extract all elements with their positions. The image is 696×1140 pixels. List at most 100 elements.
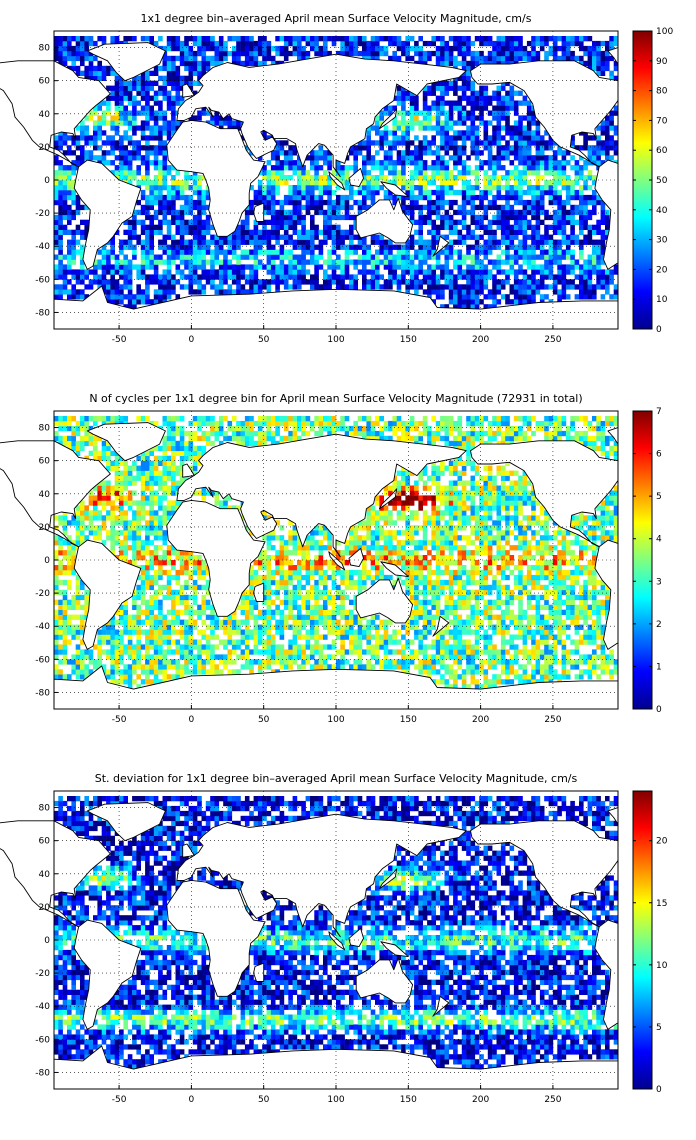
heatmap-cell xyxy=(579,289,584,295)
heatmap-cell xyxy=(383,135,389,141)
heatmap-cell xyxy=(544,180,549,186)
heatmap-cell xyxy=(97,105,102,111)
heatmap-cell xyxy=(366,259,371,265)
heatmap-cell xyxy=(466,85,471,91)
heatmap-cell xyxy=(292,194,298,201)
heatmap-cell xyxy=(453,229,458,235)
heatmap-cell xyxy=(171,65,176,72)
heatmap-cell xyxy=(427,239,432,245)
heatmap-cell xyxy=(466,189,471,196)
heatmap-cell xyxy=(405,125,410,131)
heatmap-cell xyxy=(140,594,146,601)
heatmap-cell xyxy=(492,95,497,101)
heatmap-cell xyxy=(145,649,150,655)
heatmap-cell xyxy=(132,540,137,546)
heatmap-cell xyxy=(175,80,181,86)
heatmap-cell xyxy=(297,45,302,52)
heatmap-cell xyxy=(435,254,441,260)
heatmap-cell xyxy=(127,644,133,650)
heatmap-cell xyxy=(184,639,189,645)
heatmap-cell xyxy=(80,510,85,516)
colorbar-tick-label: 90 xyxy=(656,57,668,67)
heatmap-cell xyxy=(179,40,185,47)
heatmap-cell xyxy=(97,629,102,635)
heatmap-cell xyxy=(444,125,450,131)
heatmap-cell xyxy=(101,495,107,501)
heatmap-cell xyxy=(314,274,319,280)
heatmap-cell xyxy=(88,530,94,536)
heatmap-cell xyxy=(344,264,350,270)
heatmap-cell xyxy=(405,155,410,161)
heatmap-cell xyxy=(179,189,185,196)
heatmap-cell xyxy=(500,209,506,216)
heatmap-cell xyxy=(405,239,410,245)
landmass-north-america-wrap xyxy=(470,60,619,168)
heatmap-cell xyxy=(487,145,493,151)
heatmap-cell xyxy=(244,239,250,245)
heatmap-cell xyxy=(279,279,285,285)
heatmap-cell xyxy=(414,199,419,206)
heatmap-cell xyxy=(84,435,89,442)
heatmap-cell xyxy=(136,155,141,161)
heatmap-cell xyxy=(58,224,63,230)
heatmap-cell xyxy=(149,609,154,615)
colorbar-tick-label: 50 xyxy=(656,176,668,186)
heatmap-cell xyxy=(71,515,76,521)
heatmap-cell xyxy=(257,279,263,285)
heatmap-cell xyxy=(565,189,571,196)
heatmap-cell xyxy=(310,165,315,171)
heatmap-cell xyxy=(349,50,354,57)
heatmap-cell xyxy=(288,165,293,171)
heatmap-cell xyxy=(132,599,137,605)
heatmap-cell xyxy=(175,619,181,625)
heatmap-cell xyxy=(461,130,467,136)
heatmap-cell xyxy=(344,209,350,216)
heatmap-cell xyxy=(570,180,575,186)
heatmap-cell xyxy=(440,155,445,161)
heatmap-cell xyxy=(396,150,402,156)
heatmap-cell xyxy=(110,170,115,176)
heatmap-cell xyxy=(561,234,567,240)
heatmap-cell xyxy=(483,284,489,290)
heatmap-cell xyxy=(275,219,280,225)
heatmap-cell xyxy=(314,45,319,52)
heatmap-cell xyxy=(110,619,115,625)
heatmap-cell xyxy=(84,430,89,437)
heatmap-cell xyxy=(535,145,541,151)
heatmap-cell xyxy=(153,40,159,47)
heatmap-cell xyxy=(565,239,571,245)
heatmap-cell xyxy=(184,239,189,245)
heatmap-cell xyxy=(97,634,102,640)
heatmap-cell xyxy=(114,170,120,176)
heatmap-cell xyxy=(75,664,81,670)
heatmap-cell xyxy=(470,209,476,216)
heatmap-cell xyxy=(166,505,172,511)
heatmap-cell xyxy=(427,204,432,211)
heatmap-cell xyxy=(418,155,423,161)
heatmap-cell xyxy=(461,50,467,57)
heatmap-cell xyxy=(479,269,484,275)
heatmap-cell xyxy=(310,45,315,52)
heatmap-cell xyxy=(379,115,384,121)
heatmap-cell xyxy=(301,45,306,52)
heatmap-cell xyxy=(470,80,476,86)
heatmap-cell xyxy=(214,234,220,240)
heatmap-cell xyxy=(531,249,536,255)
heatmap-cell xyxy=(539,274,545,280)
heatmap-cell xyxy=(353,165,358,171)
heatmap-cell xyxy=(444,90,450,96)
heatmap-cell xyxy=(84,649,89,655)
heatmap-cell xyxy=(327,194,332,201)
heatmap-cell xyxy=(383,194,389,201)
heatmap-cell xyxy=(236,60,241,67)
heatmap-cell xyxy=(75,145,81,151)
heatmap-cell xyxy=(127,525,133,531)
heatmap-cell xyxy=(561,165,567,171)
heatmap-cell xyxy=(422,254,428,260)
heatmap-cell xyxy=(62,555,68,561)
heatmap-cell xyxy=(58,229,63,235)
heatmap-cell xyxy=(461,254,467,260)
heatmap-cell xyxy=(162,470,168,476)
heatmap-cell xyxy=(470,299,476,305)
heatmap-cell xyxy=(483,130,489,136)
